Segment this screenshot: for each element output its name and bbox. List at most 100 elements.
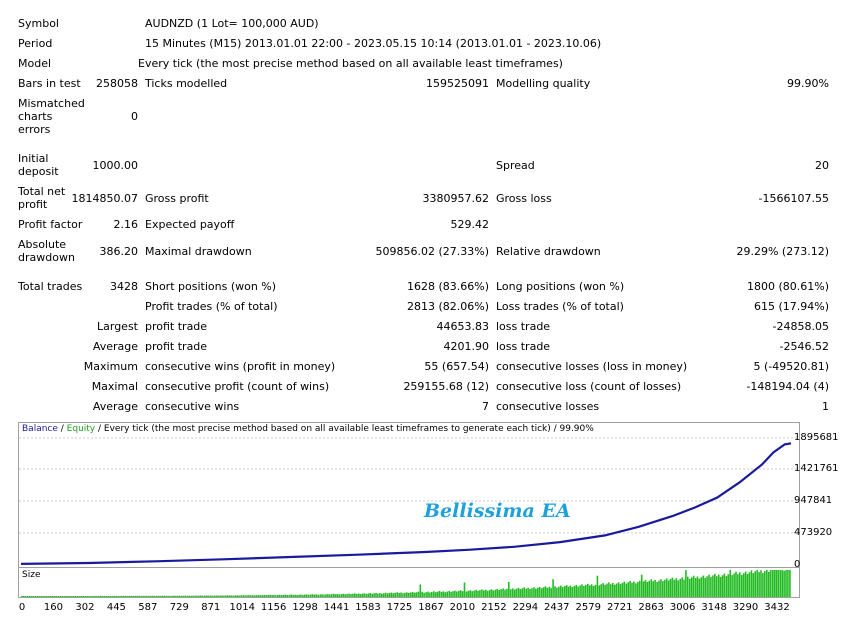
size-bar — [269, 594, 271, 597]
size-bar — [446, 591, 448, 597]
size-bar — [217, 595, 219, 597]
size-bar — [467, 590, 470, 597]
average-label: Average — [92, 340, 138, 353]
size-bar — [729, 570, 731, 597]
abs-dd-label: Absolute drawdown — [18, 238, 75, 264]
x-tick-label: 2721 — [606, 602, 633, 613]
x-tick-label: 1725 — [386, 602, 413, 613]
size-bar — [163, 595, 165, 597]
size-bar — [175, 595, 177, 597]
size-bar — [423, 592, 425, 597]
size-bar — [750, 570, 753, 597]
size-bar — [355, 593, 358, 597]
size-bar — [588, 585, 591, 597]
size-bar — [21, 596, 23, 597]
size-bar — [712, 575, 714, 597]
size-bar — [725, 576, 728, 597]
size-bar — [242, 595, 244, 597]
average-profit-value: 4201.90 — [443, 340, 490, 353]
size-bar — [531, 588, 533, 597]
legend-balance: Balance — [22, 424, 58, 434]
size-bar — [390, 592, 393, 597]
size-bar — [190, 595, 192, 597]
size-bar — [234, 595, 237, 597]
size-bar — [762, 573, 764, 597]
size-bar — [498, 590, 500, 597]
size-bar — [275, 595, 277, 597]
legend-separator: / — [57, 424, 67, 434]
size-bar — [342, 593, 345, 597]
size-bar — [635, 583, 637, 597]
size-bar — [88, 596, 90, 597]
size-bar — [615, 583, 618, 597]
max-dd-label: Maximal drawdown — [145, 245, 252, 258]
size-bar — [223, 595, 225, 597]
size-bar — [687, 576, 689, 597]
size-bar — [277, 595, 279, 597]
balance-chart — [18, 422, 800, 568]
size-bar — [650, 579, 653, 597]
size-bar — [148, 595, 150, 597]
size-bar — [115, 595, 117, 597]
size-bar — [381, 593, 383, 597]
size-bar — [454, 590, 456, 597]
size-bar — [652, 581, 654, 597]
x-tick-label: 587 — [138, 602, 158, 613]
size-bar — [332, 593, 335, 597]
size-bar — [746, 574, 749, 597]
size-bar — [717, 574, 720, 597]
size-bar — [679, 578, 681, 597]
size-bar — [494, 589, 497, 597]
size-bar — [714, 573, 716, 597]
size-bar — [766, 570, 768, 597]
size-bar — [363, 593, 366, 597]
mismatched-label: Mismatched charts errors — [18, 97, 85, 136]
gross-profit-label: Gross profit — [145, 192, 209, 205]
size-bar — [125, 595, 127, 597]
gross-loss-value: -1566107.55 — [758, 192, 829, 205]
size-bar — [140, 595, 142, 597]
symbol-label: Symbol — [18, 17, 59, 30]
size-bar — [406, 592, 408, 597]
size-bar — [529, 589, 531, 597]
x-tick-label: 3006 — [669, 602, 696, 613]
size-bar — [105, 596, 108, 597]
size-bar — [394, 592, 396, 597]
size-bar — [683, 579, 685, 597]
average-profit-label: profit trade — [145, 340, 208, 353]
size-bar — [209, 595, 212, 597]
gross-loss-label: Gross loss — [496, 192, 552, 205]
size-bar — [396, 592, 398, 597]
size-bar — [161, 595, 164, 597]
size-bar — [450, 591, 452, 597]
size-bar — [61, 596, 63, 597]
size-bar — [575, 585, 577, 597]
size-bar — [583, 586, 585, 597]
size-bar — [99, 595, 102, 597]
size-bar — [57, 596, 60, 597]
size-bar — [477, 590, 479, 597]
size-bar — [737, 574, 739, 597]
size-bar — [409, 592, 412, 597]
size-bar — [696, 576, 699, 597]
size-bar — [517, 587, 520, 597]
size-bar — [151, 595, 154, 597]
quality-label: Modelling quality — [496, 77, 591, 90]
size-bar — [309, 594, 312, 597]
size-bar — [298, 594, 300, 597]
size-bar — [754, 571, 756, 597]
x-tick-label: 1014 — [229, 602, 255, 613]
size-bar — [144, 595, 146, 597]
size-bar — [157, 595, 160, 597]
size-bar — [602, 583, 604, 597]
profit-factor-value: 2.16 — [113, 218, 139, 231]
size-bar — [329, 594, 331, 597]
size-bar — [689, 578, 691, 597]
size-bar — [533, 587, 535, 597]
y-tick-label: 947841 — [794, 495, 833, 506]
size-bar — [178, 595, 181, 597]
size-bar — [617, 582, 620, 597]
size-bar — [28, 596, 31, 597]
size-bar — [74, 596, 77, 597]
size-bar — [280, 595, 283, 597]
